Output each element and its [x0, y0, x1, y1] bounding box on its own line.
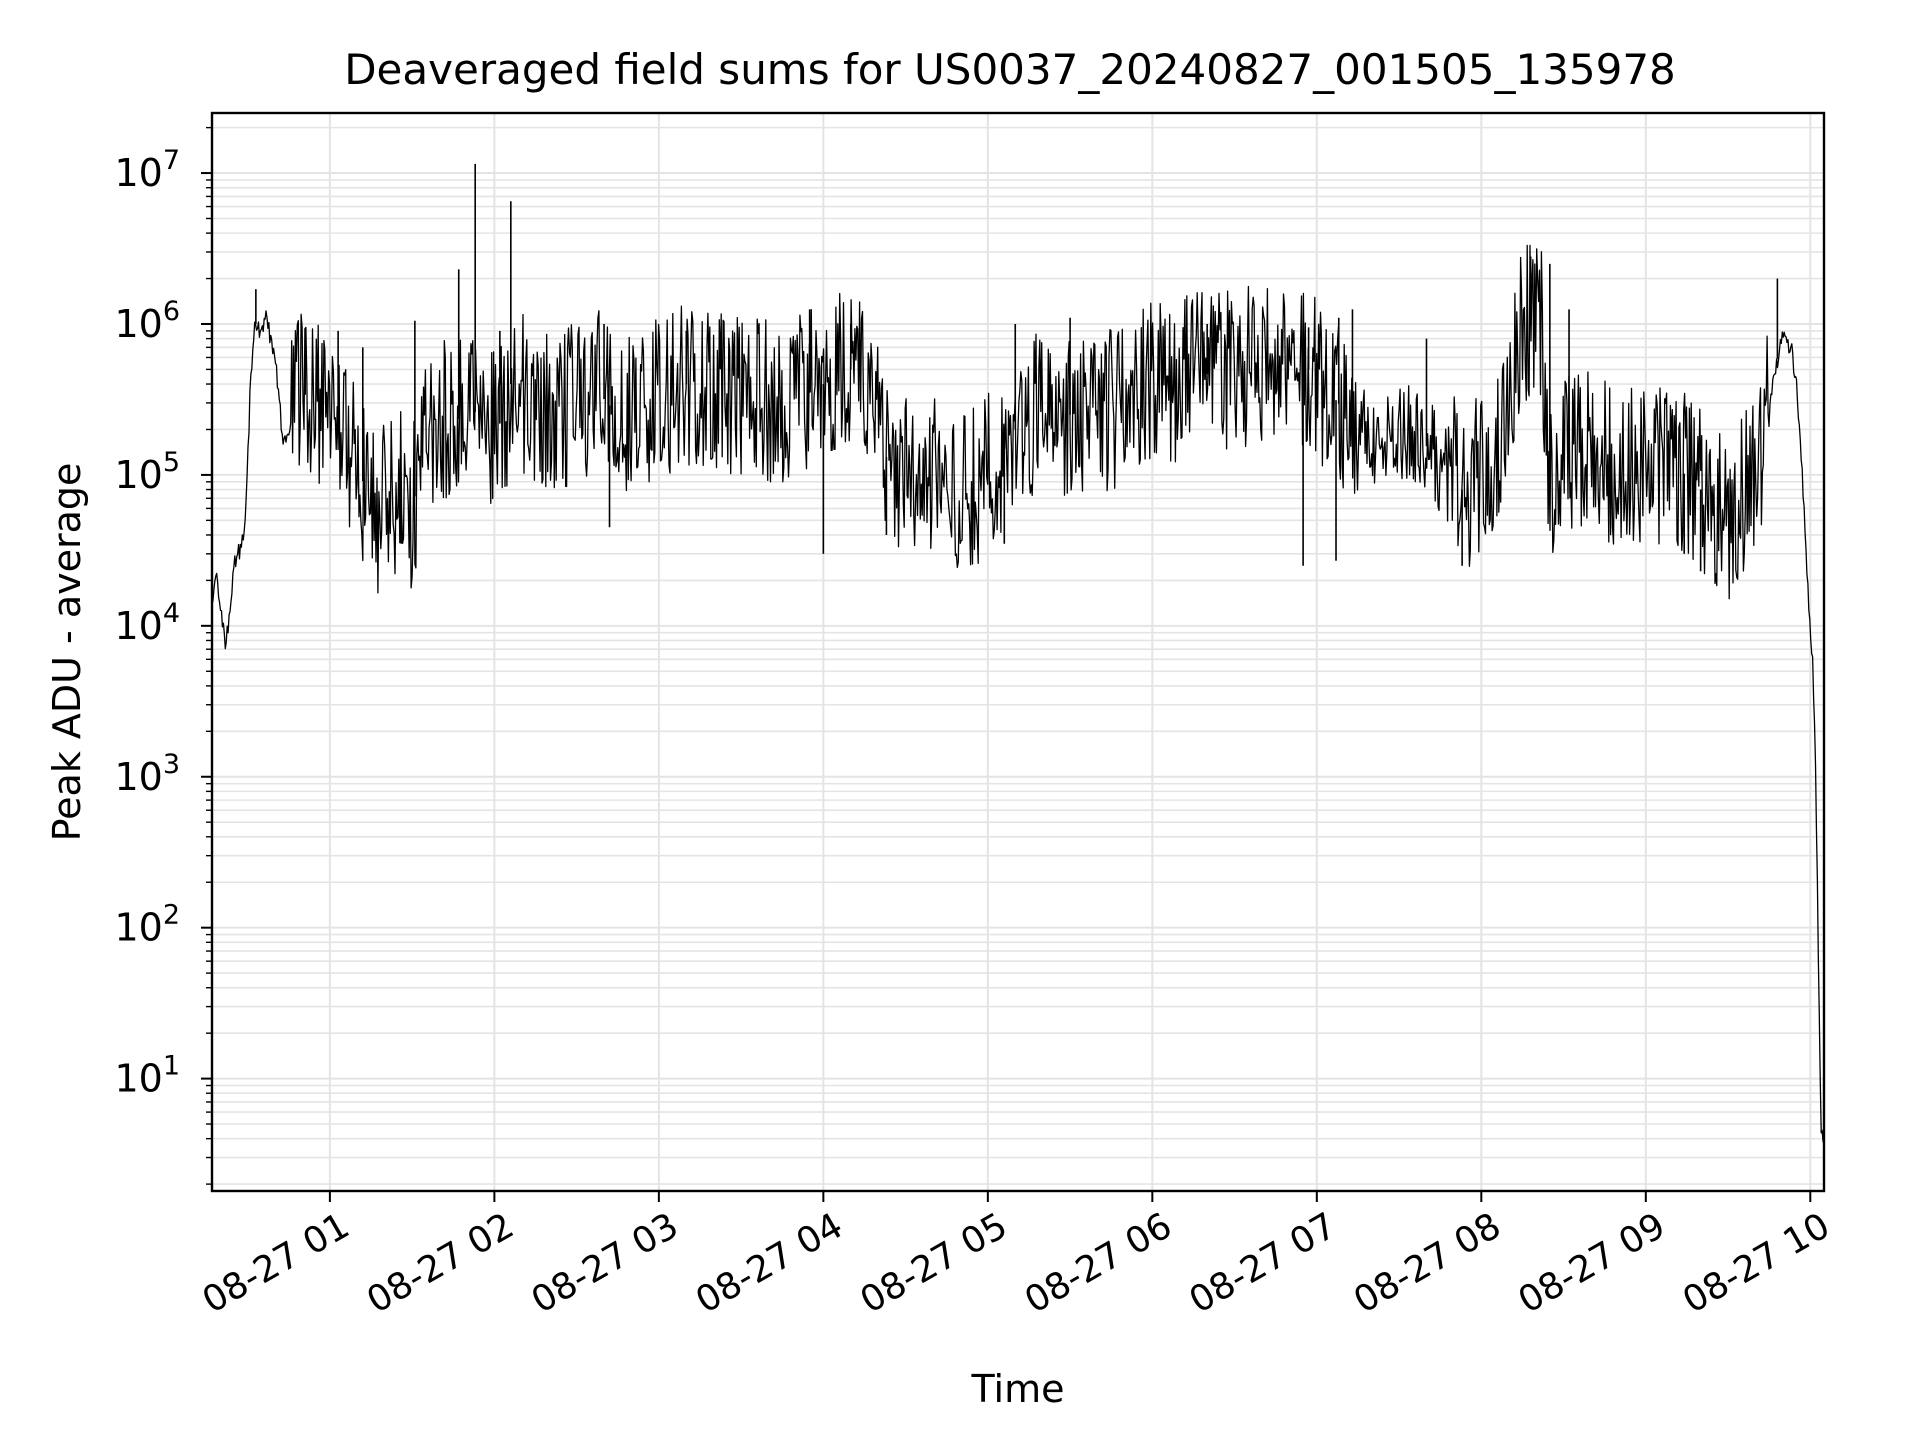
y-tick-label: 105 — [114, 447, 180, 497]
y-axis-label: Peak ADU - average — [45, 463, 89, 842]
y-tick-label: 106 — [114, 296, 180, 346]
chart-title: Deaveraged field sums for US0037_2024082… — [344, 45, 1676, 94]
x-axis-label: Time — [971, 1367, 1065, 1411]
plot-frame — [210, 111, 1826, 1193]
y-axis: 101 102 103 104 105 106 107 — [114, 126, 212, 1185]
y-tick-label: 103 — [114, 749, 180, 799]
y-tick-label: 104 — [114, 598, 180, 648]
y-tick-label: 102 — [114, 900, 180, 950]
series-line-group — [211, 163, 1825, 1143]
y-tick-label: 107 — [114, 145, 180, 195]
y-tick-label: 101 — [114, 1051, 180, 1101]
series-line — [211, 244, 1825, 1143]
